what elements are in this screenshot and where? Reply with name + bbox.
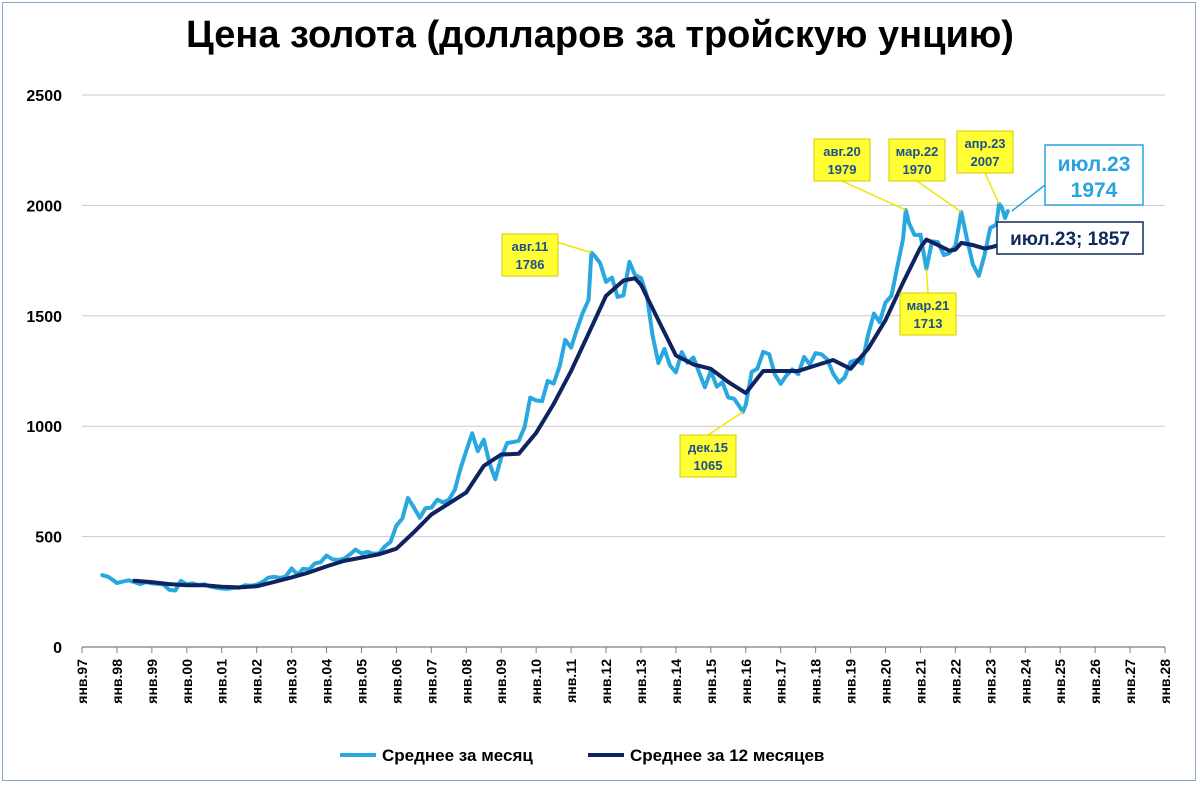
callout-month: апр.23 — [964, 136, 1005, 151]
callout-leader — [925, 268, 929, 294]
callout-month: авг.11 — [512, 239, 549, 254]
legend-label-monthly: Среднее за месяц — [382, 746, 533, 765]
x-tick-label: янв.20 — [878, 659, 894, 704]
x-tick-label: янв.14 — [668, 659, 684, 704]
y-tick-label: 1000 — [26, 419, 62, 436]
x-tick-label: янв.18 — [808, 659, 824, 704]
last-month-leader — [1011, 184, 1046, 212]
callout-value: 1713 — [914, 316, 943, 331]
x-tick-label: янв.07 — [423, 659, 439, 704]
last-month-box — [1044, 144, 1144, 206]
callout-value: 1065 — [694, 458, 723, 473]
chart-title: Цена золота (долларов за тройскую унцию) — [186, 14, 1014, 56]
x-tick-label: янв.10 — [528, 659, 544, 704]
callout-value: 1979 — [828, 162, 857, 177]
callout-box — [899, 292, 957, 336]
callout-value: 1786 — [516, 257, 545, 272]
series-line-12m-average — [132, 235, 1010, 590]
callout-month: мар.21 — [907, 298, 950, 313]
x-tick-label: янв.97 — [74, 659, 90, 704]
x-tick-label: янв.99 — [144, 659, 160, 704]
x-tick-label: янв.11 — [563, 659, 579, 703]
callout-leader — [984, 172, 1000, 205]
x-tick-label: янв.08 — [458, 659, 474, 704]
x-tick-label: янв.28 — [1157, 659, 1173, 704]
last-avg-box — [996, 221, 1144, 255]
x-tick-label: янв.21 — [912, 659, 928, 704]
x-tick-label: янв.03 — [284, 659, 300, 704]
y-tick-label: 2500 — [26, 88, 62, 105]
x-tick-label: янв.98 — [109, 659, 125, 704]
x-tick-label: янв.05 — [353, 659, 369, 704]
x-tick-label: янв.15 — [703, 659, 719, 704]
x-tick-label: янв.12 — [598, 659, 614, 704]
x-tick-label: янв.23 — [982, 659, 998, 704]
x-tick-label: янв.25 — [1052, 659, 1068, 704]
x-tick-label: янв.27 — [1122, 659, 1138, 704]
x-tick-label: янв.13 — [633, 659, 649, 704]
x-tick-label: янв.09 — [493, 659, 509, 704]
x-tick-label: янв.04 — [319, 659, 335, 704]
callout-box — [813, 138, 871, 182]
y-tick-label: 500 — [35, 530, 62, 547]
callout-value: 1970 — [903, 162, 932, 177]
x-tick-label: янв.22 — [947, 659, 963, 704]
x-tick-label: янв.01 — [214, 659, 230, 704]
x-tick-label: янв.17 — [773, 659, 789, 704]
x-tick-label: янв.26 — [1087, 659, 1103, 704]
x-tick-label: янв.16 — [738, 659, 754, 704]
y-tick-label: 0 — [53, 640, 62, 657]
callout-box — [501, 233, 559, 277]
callout-leader — [841, 180, 907, 211]
x-tick-label: янв.00 — [179, 659, 195, 704]
callout-value: 2007 — [971, 154, 1000, 169]
last-month-label: июл.23 — [1058, 153, 1131, 176]
callout-box — [956, 130, 1014, 174]
callout-leader — [916, 180, 962, 213]
x-tick-label: янв.06 — [388, 659, 404, 704]
callout-box — [679, 434, 737, 478]
y-tick-label: 1500 — [26, 309, 62, 326]
x-tick-label: янв.24 — [1017, 659, 1033, 704]
callout-month: дек.15 — [688, 440, 728, 455]
x-tick-label: янв.02 — [249, 659, 265, 704]
callout-box — [888, 138, 946, 182]
legend-label-12m: Среднее за 12 месяцев — [630, 746, 824, 765]
x-tick-label: янв.19 — [843, 659, 859, 704]
callout-month: авг.20 — [823, 144, 860, 159]
callout-month: мар.22 — [896, 144, 939, 159]
y-tick-label: 2000 — [26, 198, 62, 215]
last-month-value: 1974 — [1071, 179, 1118, 202]
callout-leader — [707, 411, 744, 436]
last-avg-label: июл.23; 1857 — [1010, 229, 1130, 250]
